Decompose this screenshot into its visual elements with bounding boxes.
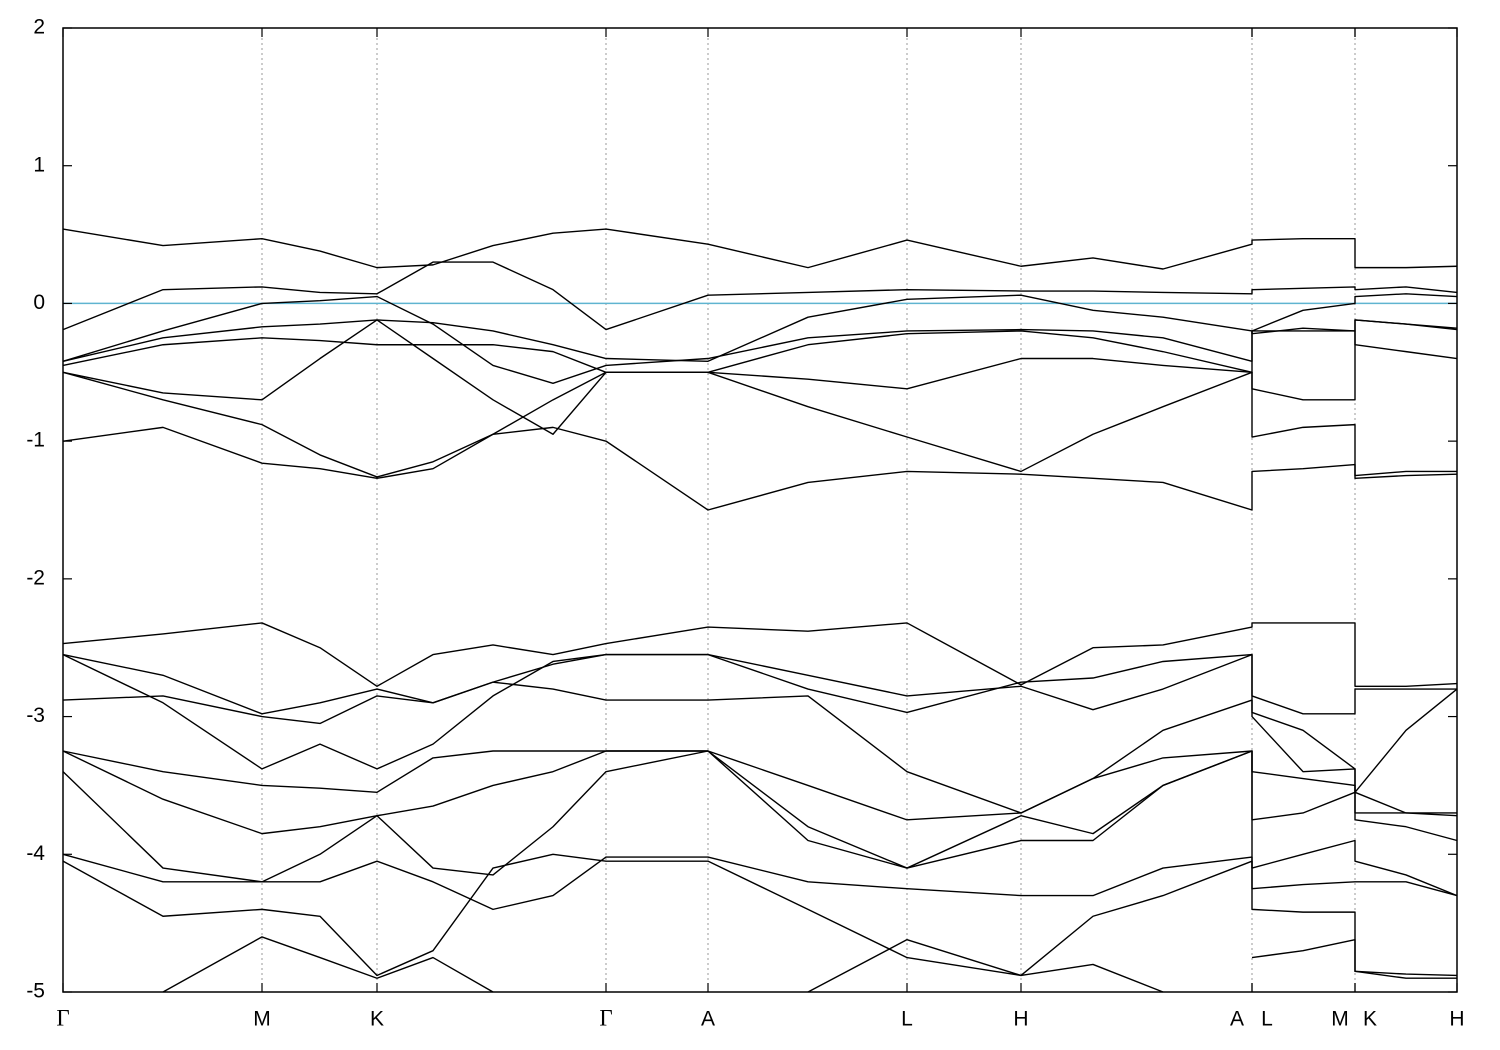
band-line (62, 293, 1458, 384)
x-tick-label: H (1449, 1008, 1464, 1031)
y-tick-label: -2 (26, 566, 45, 589)
y-tick-label: -4 (26, 842, 45, 865)
x-tick-label: Γ (56, 1005, 69, 1030)
band-line (62, 319, 1458, 435)
band-line (62, 261, 1458, 331)
plot-frame (62, 27, 1458, 993)
band-line (62, 653, 1458, 794)
band-line (62, 426, 1457, 511)
plot-area (62, 228, 1458, 993)
x-tick-label: H (1013, 1008, 1028, 1031)
band-line (62, 653, 1457, 715)
band-line (62, 853, 1458, 977)
band-line (62, 750, 1458, 869)
band-line (62, 294, 1458, 362)
band-line (62, 371, 1458, 480)
x-tick-label: M (1331, 1008, 1349, 1031)
band-line (62, 681, 1457, 814)
x-tick-label: L (901, 1008, 913, 1031)
band-line (62, 750, 1458, 821)
band-line (162, 936, 1457, 993)
y-tick-label: 1 (33, 153, 45, 176)
band-line (62, 750, 1458, 897)
band-line (62, 853, 1458, 911)
y-tick-label: -5 (26, 980, 45, 1003)
y-tick-label: 0 (33, 291, 45, 314)
x-tick-label: A (701, 1008, 715, 1031)
band-line (62, 330, 1458, 373)
y-tick-label: 2 (33, 16, 45, 39)
x-tick-label: L (1261, 1008, 1273, 1031)
y-tick-label: -3 (26, 704, 45, 727)
x-tick-label: A (1230, 1008, 1244, 1031)
x-tick-label: K (1363, 1008, 1377, 1031)
x-tick-label: M (253, 1008, 271, 1031)
band-line (62, 622, 1458, 687)
band-line (62, 228, 1458, 270)
x-tick-label: K (370, 1008, 384, 1031)
y-tick-label: -1 (26, 429, 45, 452)
x-tick-label: Γ (599, 1005, 612, 1030)
